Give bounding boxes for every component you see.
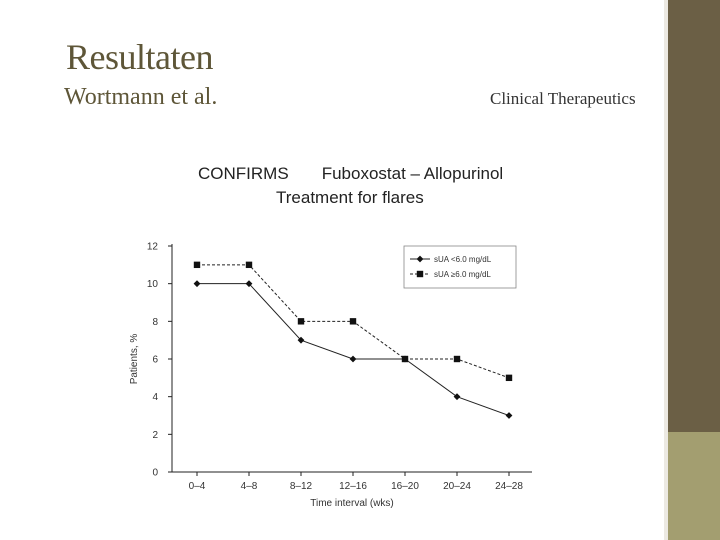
y-tick-label: 12 bbox=[147, 242, 159, 253]
slide-authors: Wortmann et al. bbox=[64, 84, 218, 110]
x-tick-label: 8–12 bbox=[290, 481, 313, 492]
data-point bbox=[193, 280, 201, 288]
chart-heading-line1: CONFIRMS Fuboxostat – Allopurinol bbox=[198, 164, 504, 183]
slide-background bbox=[0, 0, 668, 540]
legend-box bbox=[403, 245, 517, 289]
data-point bbox=[505, 374, 513, 382]
y-tick-label: 2 bbox=[152, 430, 158, 441]
y-tick-label: 8 bbox=[152, 317, 158, 328]
y-axis-title: Patients, % bbox=[129, 334, 140, 385]
data-point bbox=[505, 412, 513, 419]
legend-label: sUA ≥6.0 mg/dL bbox=[434, 270, 491, 279]
data-point bbox=[401, 355, 409, 363]
x-axis-title: Time interval (wks) bbox=[310, 498, 394, 509]
y-tick-label: 10 bbox=[147, 279, 159, 290]
data-point bbox=[453, 355, 461, 363]
y-tick-label: 0 bbox=[152, 468, 158, 479]
data-point bbox=[297, 318, 305, 325]
series-line-0 bbox=[197, 283, 510, 416]
legend-label: sUA <6.0 mg/dL bbox=[434, 255, 492, 264]
data-point bbox=[193, 261, 201, 269]
data-point bbox=[453, 393, 461, 401]
y-tick-label: 6 bbox=[152, 355, 158, 366]
x-tick-label: 20–24 bbox=[443, 481, 471, 492]
data-point bbox=[245, 261, 253, 269]
x-tick-label: 4–8 bbox=[241, 481, 258, 492]
data-point bbox=[297, 336, 305, 344]
data-point bbox=[245, 280, 253, 288]
side-bar-dark bbox=[668, 0, 720, 432]
slide-title: Resultaten bbox=[66, 37, 213, 77]
y-tick-label: 4 bbox=[152, 392, 158, 403]
side-divider bbox=[664, 0, 668, 540]
x-tick-label: 24–28 bbox=[495, 481, 523, 492]
legend-marker bbox=[416, 255, 424, 263]
x-tick-label: 16–20 bbox=[391, 481, 419, 492]
data-point bbox=[349, 355, 357, 363]
legend-marker bbox=[416, 270, 424, 278]
data-point bbox=[349, 318, 357, 325]
x-tick-label: 12–16 bbox=[339, 481, 367, 492]
x-tick-label: 0–4 bbox=[189, 481, 206, 492]
side-bar-light bbox=[668, 432, 720, 540]
chart-heading-line2: Treatment for flares bbox=[276, 188, 424, 207]
slide-journal: Clinical Therapeutics bbox=[490, 89, 636, 108]
